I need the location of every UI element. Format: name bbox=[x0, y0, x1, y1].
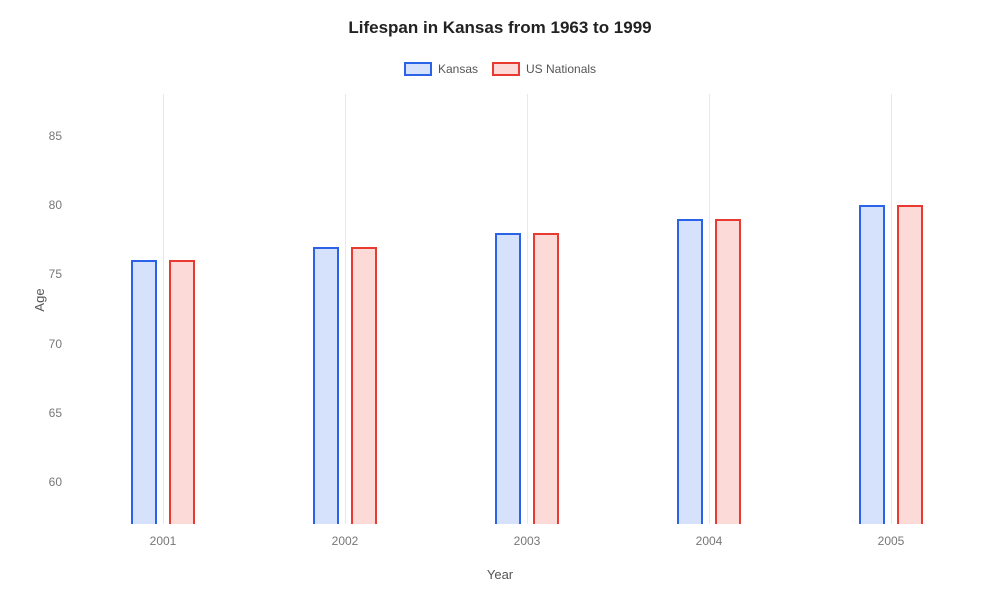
legend-label-us-nationals: US Nationals bbox=[526, 62, 596, 76]
legend-swatch-kansas bbox=[404, 62, 432, 76]
bar-us-nationals bbox=[897, 205, 923, 524]
gridline-v bbox=[345, 94, 346, 524]
x-axis-title: Year bbox=[0, 567, 1000, 582]
gridline-v bbox=[709, 94, 710, 524]
bar-kansas bbox=[495, 233, 521, 524]
y-tick-label: 60 bbox=[49, 475, 62, 489]
x-tick-label: 2005 bbox=[878, 534, 905, 548]
y-tick-label: 70 bbox=[49, 337, 62, 351]
bar-us-nationals bbox=[533, 233, 559, 524]
y-axis-title: Age bbox=[32, 288, 47, 311]
bar-us-nationals bbox=[351, 247, 377, 524]
gridline-v bbox=[891, 94, 892, 524]
gridline-v bbox=[163, 94, 164, 524]
bar-kansas bbox=[677, 219, 703, 524]
gridline-v bbox=[527, 94, 528, 524]
bar-us-nationals bbox=[169, 260, 195, 524]
y-tick-label: 80 bbox=[49, 198, 62, 212]
bar-kansas bbox=[131, 260, 157, 524]
x-tick-label: 2003 bbox=[514, 534, 541, 548]
x-tick-label: 2001 bbox=[150, 534, 177, 548]
legend-swatch-us-nationals bbox=[492, 62, 520, 76]
legend-item-kansas: Kansas bbox=[404, 62, 478, 76]
legend-label-kansas: Kansas bbox=[438, 62, 478, 76]
legend-item-us-nationals: US Nationals bbox=[492, 62, 596, 76]
x-tick-label: 2002 bbox=[332, 534, 359, 548]
chart-container: Lifespan in Kansas from 1963 to 1999 Kan… bbox=[0, 0, 1000, 600]
chart-title: Lifespan in Kansas from 1963 to 1999 bbox=[0, 18, 1000, 38]
x-tick-label: 2004 bbox=[696, 534, 723, 548]
bar-us-nationals bbox=[715, 219, 741, 524]
plot-area: 20012002200320042005606570758085 bbox=[72, 94, 982, 524]
y-tick-label: 65 bbox=[49, 406, 62, 420]
y-tick-label: 85 bbox=[49, 129, 62, 143]
y-tick-label: 75 bbox=[49, 267, 62, 281]
bar-kansas bbox=[859, 205, 885, 524]
bar-kansas bbox=[313, 247, 339, 524]
legend: Kansas US Nationals bbox=[0, 62, 1000, 76]
